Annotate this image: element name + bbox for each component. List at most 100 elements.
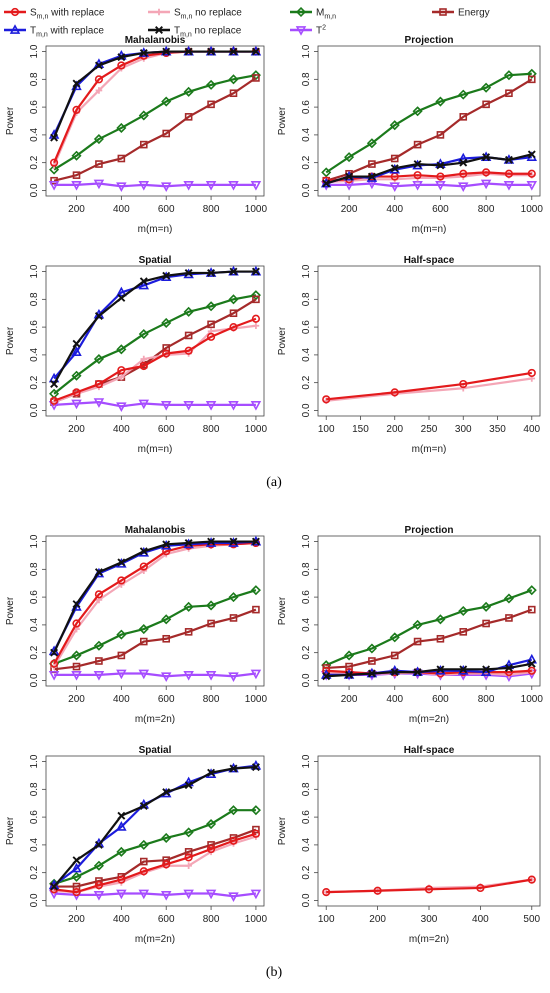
data-point (50, 648, 59, 657)
data-point (116, 402, 127, 413)
data-point (49, 158, 59, 167)
data-point (229, 309, 238, 318)
series-line (53, 317, 257, 402)
data-point (161, 96, 172, 107)
data-point (116, 344, 127, 355)
data-point (94, 61, 103, 70)
series-s-no (322, 375, 536, 405)
x-tick-label: 300 (421, 914, 438, 925)
data-point (71, 670, 82, 681)
series-t-no (322, 150, 536, 188)
y-tick-label: 0.2 (301, 645, 312, 659)
panel-title: Projection (405, 35, 454, 46)
series-line (326, 669, 532, 675)
data-point (436, 172, 445, 181)
data-point (162, 271, 171, 280)
legend-marker (10, 7, 20, 17)
series-line (54, 401, 256, 408)
data-point (322, 672, 331, 681)
data-point (252, 74, 260, 82)
data-point (228, 672, 239, 683)
x-tick-label: 200 (341, 694, 358, 705)
legend: Sm,n with replace Sm,n no replace Mm,n Ener… (4, 6, 490, 39)
data-point (117, 61, 126, 70)
data-point (162, 634, 171, 643)
data-point (459, 379, 468, 389)
data-point (72, 600, 81, 609)
y-tick-label: 0.2 (301, 375, 312, 389)
series-line (326, 172, 532, 184)
data-point (252, 605, 260, 614)
panel-title: Mahalanobis (125, 35, 186, 46)
data-point (207, 268, 216, 277)
data-point (503, 180, 515, 191)
data-point (412, 180, 423, 191)
panel-a-half-space: Half-space 0.0 0.2 0.4 0.6 0.8 1.0 100 150 200 250… (277, 255, 541, 455)
data-point (117, 154, 126, 163)
y-tick-label: 0.0 (29, 673, 40, 687)
data-point (207, 537, 216, 546)
data-point (117, 811, 126, 820)
x-tick-label: 250 (421, 424, 438, 435)
data-point (206, 844, 216, 854)
y-tick-label: 0.6 (301, 810, 312, 824)
data-point (93, 860, 104, 871)
data-point (117, 558, 126, 567)
y-tick-label: 0.6 (301, 320, 312, 334)
series-energy (50, 605, 260, 674)
y-tick-label: 0.8 (301, 782, 312, 796)
data-point (251, 537, 260, 546)
series-m (321, 585, 537, 671)
panel-title: Spatial (139, 255, 172, 266)
data-point (72, 105, 81, 114)
data-point (413, 171, 422, 180)
data-point (95, 87, 103, 94)
data-point (72, 171, 81, 179)
series-line (326, 377, 532, 402)
series-line (53, 294, 257, 395)
series-line (53, 809, 256, 885)
panels: Mahalanobis 0.0 0.2 0.4 0.6 0.8 1.0 200 400 600 80… (5, 35, 543, 945)
data-point (205, 180, 217, 191)
data-point (250, 585, 261, 596)
data-point (49, 659, 59, 668)
series-m (49, 290, 261, 399)
series-line (326, 182, 532, 188)
series-t-no (50, 763, 260, 891)
y-tick-label: 0.8 (301, 562, 312, 576)
data-point (527, 666, 536, 675)
data-point (139, 562, 148, 571)
x-tick-label: 600 (158, 914, 175, 925)
panel-title: Half-space (404, 745, 455, 756)
x-tick-label: 600 (158, 204, 175, 215)
data-point (48, 670, 60, 681)
x-tick-label: 800 (203, 424, 220, 435)
data-point (72, 662, 81, 671)
data-point (480, 179, 492, 190)
data-point (72, 888, 81, 897)
data-point (94, 568, 103, 577)
data-point (93, 179, 105, 190)
y-tick-label: 1.0 (301, 44, 312, 58)
x-axis-label: m(m=n) (138, 444, 173, 455)
x-tick-label: 400 (472, 914, 489, 925)
data-point (116, 286, 127, 297)
series-energy (322, 75, 536, 185)
data-point (139, 637, 148, 646)
data-point (183, 601, 194, 612)
data-point (229, 47, 238, 56)
y-tick-label: 0.2 (29, 645, 40, 659)
data-point (228, 892, 239, 903)
x-tick-label: 400 (113, 424, 130, 435)
data-point (505, 614, 513, 622)
series-line (53, 832, 257, 894)
data-point (206, 819, 217, 830)
data-point (162, 547, 171, 556)
series-s-with (49, 314, 261, 405)
data-point (458, 605, 469, 617)
data-point (250, 290, 261, 301)
panel-a-spatial: Spatial 0.0 0.2 0.4 0.6 0.8 1.0 200 400 600 800 100… (5, 255, 267, 455)
x-tick-label: 100 (318, 424, 335, 435)
data-point (184, 628, 193, 636)
data-point (503, 593, 514, 604)
